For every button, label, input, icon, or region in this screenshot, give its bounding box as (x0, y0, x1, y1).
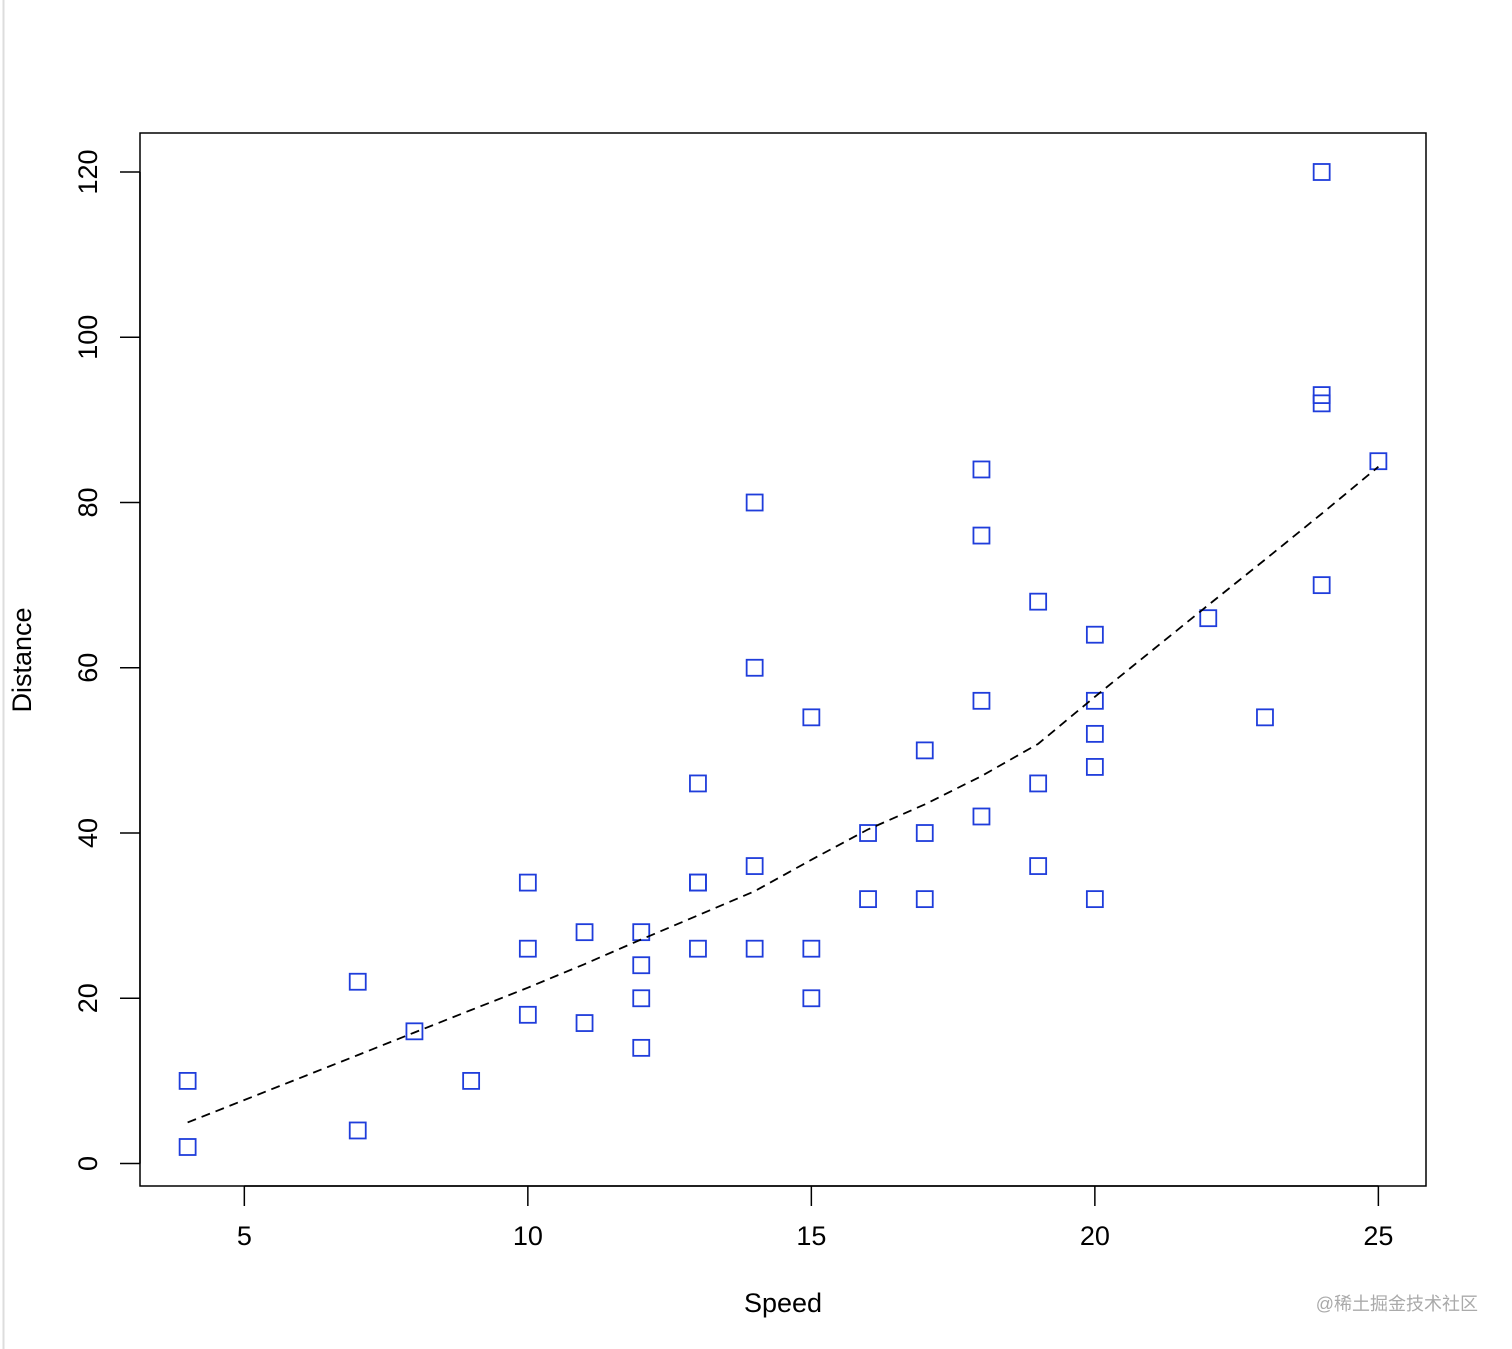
point (575, 1014, 594, 1032)
plot-frame (139, 132, 1427, 1187)
y-tick-label: 60 (73, 653, 103, 683)
point (802, 989, 821, 1008)
point (802, 939, 821, 958)
point (518, 1005, 537, 1024)
x-tick-label: 15 (796, 1221, 826, 1251)
point (745, 493, 764, 512)
point (972, 807, 991, 826)
point (689, 873, 707, 892)
point (1085, 758, 1104, 776)
point (1256, 708, 1274, 727)
point (689, 939, 707, 958)
point (1199, 609, 1218, 628)
point (972, 691, 991, 710)
point (348, 972, 367, 991)
point (1312, 163, 1331, 181)
y-tick-label: 80 (73, 487, 103, 517)
x-tick-label: 5 (237, 1221, 252, 1251)
y-tick-label: 120 (73, 149, 103, 194)
point (915, 890, 934, 909)
point (1085, 890, 1104, 909)
point (632, 956, 651, 975)
point (859, 890, 877, 909)
point (745, 939, 764, 958)
point (405, 1022, 424, 1041)
point (745, 658, 764, 677)
point (1085, 691, 1104, 710)
point (518, 873, 537, 892)
point (1085, 724, 1104, 743)
point (1312, 386, 1331, 404)
x-tick-label: 10 (513, 1221, 543, 1251)
point (1312, 576, 1331, 595)
point (1029, 592, 1048, 611)
point (1029, 857, 1048, 875)
point (689, 774, 707, 793)
point (518, 939, 537, 958)
point (972, 526, 991, 545)
y-tick-label: 100 (73, 315, 103, 360)
point (745, 857, 764, 875)
point (178, 1071, 197, 1090)
point (632, 989, 651, 1008)
point (575, 923, 594, 942)
point (462, 1071, 481, 1090)
point (915, 824, 934, 842)
x-tick-label: 20 (1080, 1221, 1110, 1251)
point (1085, 625, 1104, 644)
point (178, 1138, 197, 1156)
y-tick-label: 40 (73, 818, 103, 848)
point (972, 460, 991, 479)
watermark: @稀土掘金技术社区 (1316, 1294, 1478, 1314)
point (632, 923, 651, 942)
point (1369, 452, 1388, 471)
point (859, 824, 877, 842)
point (1029, 774, 1048, 793)
point (915, 741, 934, 760)
smooth-line (187, 466, 1379, 1124)
x-tick-label: 25 (1363, 1221, 1393, 1251)
x-axis-label: Speed (744, 1288, 822, 1318)
y-tick-label: 20 (73, 983, 103, 1013)
point (802, 708, 821, 727)
point (632, 1038, 651, 1057)
y-axis-label: Distance (7, 607, 37, 712)
y-tick-label: 0 (73, 1156, 103, 1171)
point (689, 873, 707, 892)
point (348, 1121, 367, 1140)
